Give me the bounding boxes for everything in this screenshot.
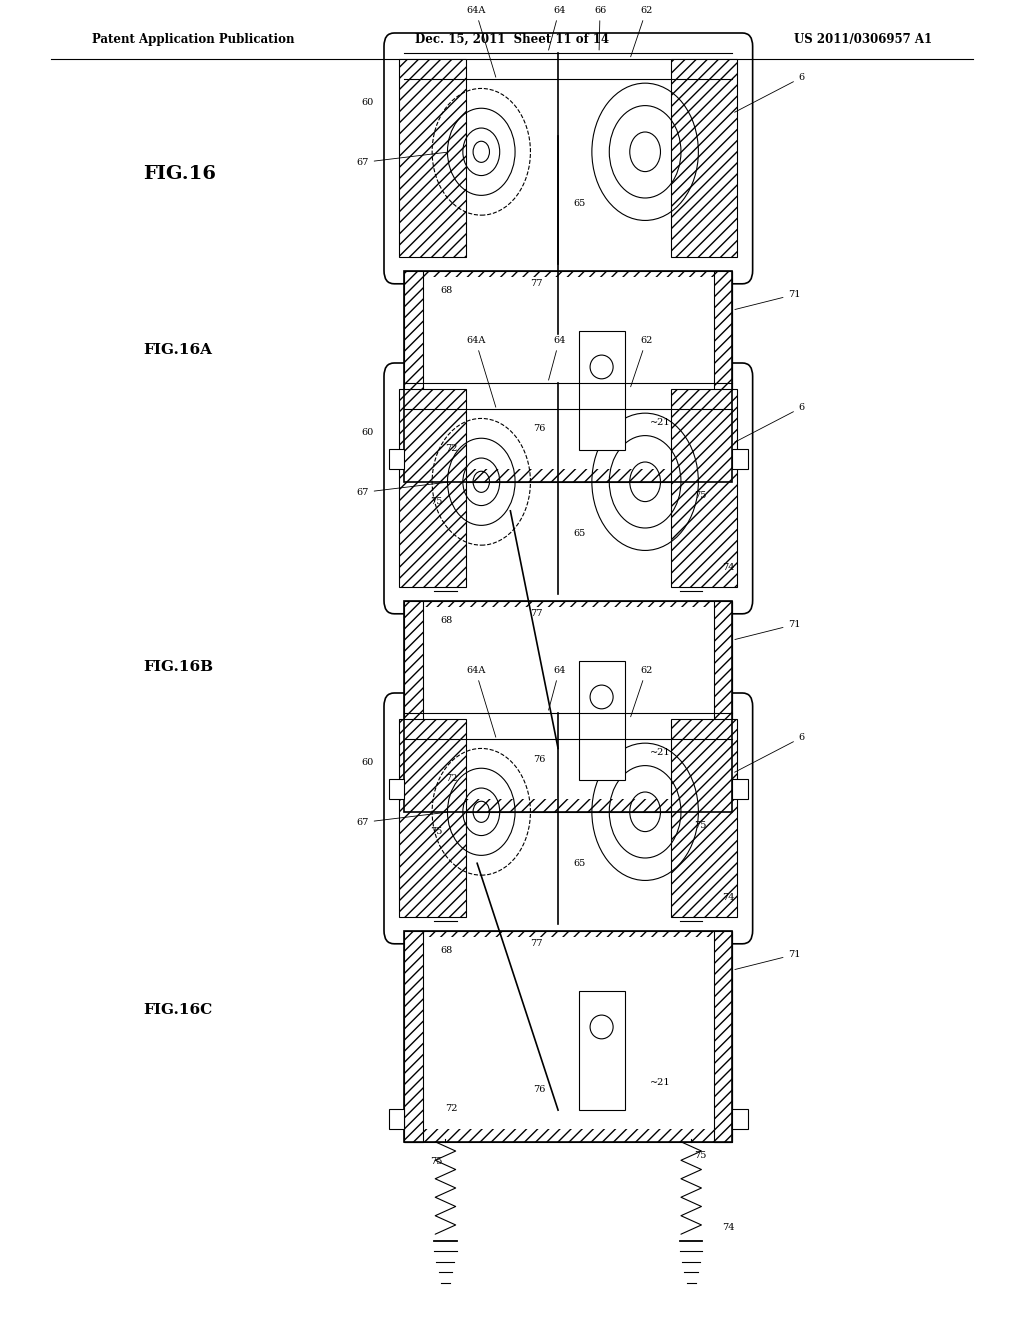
Text: 64: 64 <box>549 7 565 50</box>
Text: FIG.16C: FIG.16C <box>143 1003 213 1016</box>
Text: 71: 71 <box>735 950 801 969</box>
Text: 66: 66 <box>594 7 606 50</box>
Text: 64A: 64A <box>466 667 496 737</box>
Bar <box>671 389 737 587</box>
Bar <box>404 931 732 1142</box>
Text: 76: 76 <box>534 755 546 763</box>
Bar <box>404 931 423 1142</box>
Bar <box>423 937 714 1129</box>
Text: 6: 6 <box>734 403 805 442</box>
Bar <box>389 779 404 799</box>
Text: 6: 6 <box>734 733 805 772</box>
Ellipse shape <box>590 355 613 379</box>
Ellipse shape <box>590 1015 613 1039</box>
Text: 65: 65 <box>573 199 586 207</box>
Text: 62: 62 <box>631 667 652 717</box>
Bar <box>579 331 625 450</box>
Text: 67: 67 <box>356 152 447 168</box>
FancyBboxPatch shape <box>384 33 753 284</box>
Text: 67: 67 <box>356 482 447 498</box>
Text: 72: 72 <box>445 775 458 783</box>
Text: Patent Application Publication: Patent Application Publication <box>92 33 295 46</box>
Bar <box>399 59 466 257</box>
Text: 64A: 64A <box>466 7 496 77</box>
Bar <box>423 607 714 799</box>
Text: 72: 72 <box>445 445 458 453</box>
Text: ~21: ~21 <box>650 418 671 426</box>
Bar <box>579 991 625 1110</box>
Bar <box>423 277 714 469</box>
Text: 64A: 64A <box>466 337 496 407</box>
Bar <box>389 449 404 469</box>
Ellipse shape <box>590 685 613 709</box>
Bar <box>714 931 732 1142</box>
Text: 76: 76 <box>534 1085 546 1093</box>
Text: 77: 77 <box>530 280 543 288</box>
Text: US 2011/0306957 A1: US 2011/0306957 A1 <box>794 33 932 46</box>
FancyBboxPatch shape <box>384 363 753 614</box>
Bar <box>714 271 732 482</box>
Text: FIG.16A: FIG.16A <box>143 343 212 356</box>
Bar <box>404 601 732 812</box>
Text: ~21: ~21 <box>650 748 671 756</box>
Text: 62: 62 <box>631 7 652 57</box>
Text: 74: 74 <box>722 564 734 572</box>
Bar <box>404 601 423 812</box>
Text: 66: 66 <box>594 337 606 380</box>
Bar <box>579 661 625 780</box>
Text: 74: 74 <box>722 1224 734 1232</box>
Text: 68: 68 <box>440 946 453 954</box>
Text: 76: 76 <box>534 425 546 433</box>
Bar <box>671 719 737 917</box>
Text: 75: 75 <box>694 1151 707 1159</box>
Text: 68: 68 <box>440 286 453 294</box>
Text: 60: 60 <box>361 98 374 107</box>
Text: 62: 62 <box>631 337 652 387</box>
Text: 75: 75 <box>430 498 442 506</box>
Text: 64: 64 <box>549 337 565 380</box>
Bar <box>714 601 732 812</box>
Bar <box>404 271 732 482</box>
Text: 64: 64 <box>549 667 565 710</box>
Text: 68: 68 <box>440 616 453 624</box>
Text: 77: 77 <box>530 610 543 618</box>
Bar <box>399 719 466 917</box>
Text: 66: 66 <box>594 667 606 710</box>
Text: 67: 67 <box>356 812 447 828</box>
Bar <box>404 931 732 1142</box>
Bar <box>404 271 732 482</box>
Bar <box>671 59 737 257</box>
Text: 72: 72 <box>445 1105 458 1113</box>
Text: 65: 65 <box>573 529 586 537</box>
Text: 60: 60 <box>361 428 374 437</box>
FancyBboxPatch shape <box>384 693 753 944</box>
Text: 65: 65 <box>573 859 586 867</box>
Text: 74: 74 <box>722 894 734 902</box>
Bar <box>732 449 748 469</box>
Text: FIG.16: FIG.16 <box>143 165 216 183</box>
Text: ~21: ~21 <box>650 1078 671 1086</box>
Text: 71: 71 <box>735 290 801 309</box>
Bar <box>732 779 748 799</box>
Bar <box>404 601 732 812</box>
Text: Dec. 15, 2011  Sheet 11 of 14: Dec. 15, 2011 Sheet 11 of 14 <box>415 33 609 46</box>
Text: FIG.16B: FIG.16B <box>143 660 213 673</box>
Bar <box>732 1109 748 1129</box>
Text: 60: 60 <box>361 758 374 767</box>
Text: 6: 6 <box>734 73 805 112</box>
Bar <box>389 1109 404 1129</box>
Text: 75: 75 <box>694 821 707 829</box>
Bar <box>404 271 423 482</box>
Text: 71: 71 <box>735 620 801 639</box>
Text: 75: 75 <box>430 828 442 836</box>
Bar <box>399 389 466 587</box>
Text: 75: 75 <box>694 491 707 499</box>
Text: 77: 77 <box>530 940 543 948</box>
Text: 75: 75 <box>430 1158 442 1166</box>
